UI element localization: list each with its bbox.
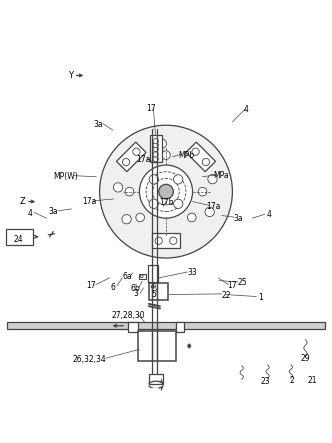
Text: MP(W): MP(W) [53, 172, 78, 181]
Circle shape [188, 213, 196, 222]
Circle shape [125, 187, 134, 196]
Circle shape [205, 207, 214, 217]
Text: 3: 3 [134, 289, 138, 299]
Text: MPa: MPa [213, 171, 229, 180]
Circle shape [202, 159, 209, 166]
Circle shape [198, 187, 207, 196]
Text: 3a: 3a [93, 120, 103, 129]
Bar [149, 373, 163, 384]
Circle shape [208, 175, 217, 184]
Text: 17: 17 [87, 281, 96, 290]
Circle shape [149, 175, 158, 184]
Text: 4: 4 [267, 210, 271, 219]
Circle shape [153, 152, 158, 157]
Circle shape [151, 286, 154, 288]
Circle shape [114, 183, 123, 192]
Text: 6a: 6a [122, 272, 131, 281]
Text: 21: 21 [307, 376, 317, 385]
Text: 27,28,30: 27,28,30 [111, 311, 145, 319]
Circle shape [162, 151, 170, 159]
Circle shape [153, 139, 158, 144]
Circle shape [153, 156, 158, 162]
Bar [138, 331, 176, 361]
Bar [6, 229, 33, 245]
Bar [117, 142, 146, 172]
Circle shape [174, 175, 183, 184]
Text: 1: 1 [258, 293, 263, 302]
Text: 17: 17 [146, 104, 156, 113]
Circle shape [100, 125, 232, 258]
Circle shape [159, 184, 173, 199]
Circle shape [192, 148, 199, 155]
Text: 3a: 3a [48, 207, 58, 216]
Text: 17a: 17a [82, 197, 96, 206]
Circle shape [136, 213, 144, 222]
Circle shape [153, 143, 158, 148]
Bar [176, 323, 184, 332]
Text: 4: 4 [244, 105, 249, 114]
Text: 4: 4 [28, 209, 32, 218]
Circle shape [133, 148, 140, 155]
Bar [149, 283, 168, 299]
Circle shape [140, 275, 143, 278]
Text: 17a: 17a [136, 155, 151, 163]
Text: 25: 25 [238, 278, 247, 288]
Text: 26,32,34: 26,32,34 [73, 355, 107, 364]
Circle shape [174, 199, 183, 209]
Text: 17b: 17b [159, 198, 173, 207]
Bar [139, 274, 146, 279]
Bar [152, 233, 180, 248]
Bar [128, 323, 138, 332]
Bar [148, 265, 158, 282]
Text: 5: 5 [151, 290, 156, 299]
Circle shape [153, 147, 158, 152]
Text: 3a: 3a [234, 214, 243, 223]
Text: MPb: MPb [178, 151, 194, 159]
Text: 23: 23 [261, 377, 270, 386]
Bar [186, 142, 215, 172]
Circle shape [157, 139, 166, 148]
Text: 6b: 6b [130, 284, 140, 293]
Text: 2: 2 [289, 376, 294, 385]
Bar [150, 135, 162, 163]
Circle shape [122, 214, 131, 224]
Circle shape [123, 159, 130, 166]
Text: Z: Z [20, 197, 26, 206]
Text: 33: 33 [188, 268, 198, 277]
Text: Y: Y [68, 71, 73, 80]
Text: 17: 17 [228, 281, 237, 290]
Text: 22: 22 [221, 291, 230, 300]
Circle shape [149, 199, 158, 209]
Text: 17a: 17a [207, 202, 221, 211]
Circle shape [139, 165, 193, 218]
Circle shape [155, 237, 162, 245]
Text: 6: 6 [111, 283, 115, 292]
Bar [7, 322, 325, 330]
Circle shape [170, 237, 177, 245]
Text: 29: 29 [301, 354, 310, 363]
Text: 24: 24 [14, 235, 23, 244]
